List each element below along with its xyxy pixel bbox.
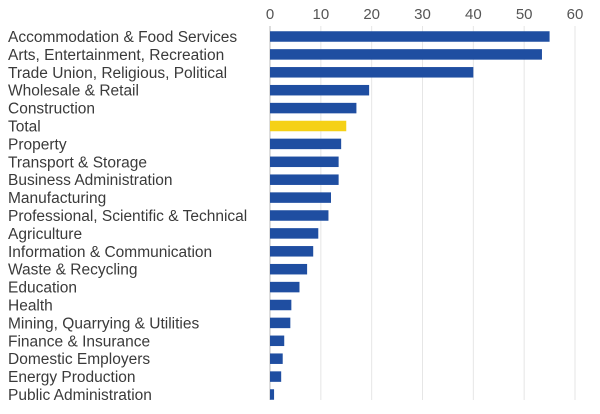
bar-5	[270, 120, 347, 132]
x-tick-label: 30	[414, 6, 431, 23]
category-label: Agriculture	[8, 226, 82, 243]
x-tick-label: 0	[266, 6, 274, 23]
bar-3	[270, 84, 370, 96]
category-label: Education	[8, 280, 77, 297]
category-label: Domestic Employers	[8, 351, 150, 368]
bar-7	[270, 156, 339, 168]
category-label: Information & Communication	[8, 244, 212, 261]
bar-4	[270, 102, 357, 114]
category-label: Energy Production	[8, 369, 136, 386]
category-label: Property	[8, 136, 67, 153]
category-label: Business Administration	[8, 172, 173, 189]
x-tick-label: 40	[465, 6, 482, 23]
category-label: Transport & Storage	[8, 154, 147, 171]
x-tick-label: 60	[567, 6, 584, 23]
category-label: Manufacturing	[8, 190, 106, 207]
category-label: Professional, Scientific & Technical	[8, 208, 247, 225]
category-label: Health	[8, 298, 53, 315]
bar-11	[270, 228, 319, 239]
category-label: Waste & Recycling	[8, 262, 138, 279]
category-label: Total	[8, 119, 41, 136]
bar-20	[270, 389, 275, 400]
category-label: Arts, Entertainment, Recreation	[8, 47, 224, 64]
category-label: Accommodation & Food Services	[8, 29, 237, 46]
bar-16	[270, 317, 291, 329]
category-label: Trade Union, Religious, Political	[8, 65, 227, 82]
bar-18	[270, 353, 283, 364]
category-label: Construction	[8, 101, 95, 118]
category-label: Public Administration	[8, 387, 152, 404]
bar-14	[270, 281, 300, 293]
bar-6	[270, 138, 342, 150]
category-label: Finance & Insurance	[8, 333, 150, 350]
x-tick-label: 10	[312, 6, 329, 23]
bar-13	[270, 263, 308, 275]
bar-15	[270, 299, 292, 311]
bar-1	[270, 49, 542, 60]
category-label: Wholesale & Retail	[8, 83, 139, 100]
x-axis-ticks: 0 10 20 30 40 50 60	[266, 6, 584, 23]
bar-17	[270, 335, 285, 347]
bars	[270, 31, 550, 400]
category-label: Mining, Quarrying & Utilities	[8, 315, 199, 332]
bar-19	[270, 371, 282, 382]
x-tick-label: 50	[516, 6, 533, 23]
bar-2	[270, 67, 474, 78]
x-tick-label: 20	[363, 6, 380, 23]
bar-10	[270, 210, 329, 221]
bar-0	[270, 31, 550, 42]
bar-9	[270, 192, 331, 203]
bar-12	[270, 246, 314, 257]
bar-8	[270, 174, 339, 185]
